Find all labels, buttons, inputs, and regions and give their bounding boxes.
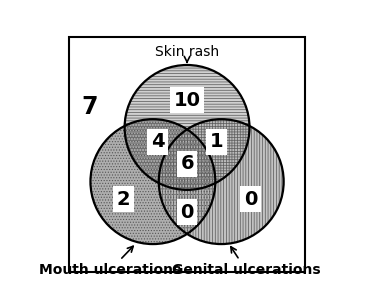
- Text: Skin rash: Skin rash: [155, 45, 219, 62]
- Text: 1: 1: [210, 132, 223, 151]
- Text: 2: 2: [117, 190, 130, 209]
- Circle shape: [159, 119, 284, 244]
- Circle shape: [91, 119, 215, 244]
- Text: Genital ulcerations: Genital ulcerations: [172, 247, 320, 277]
- Circle shape: [124, 65, 250, 190]
- Text: 0: 0: [244, 190, 257, 209]
- Text: Mouth ulcerations: Mouth ulcerations: [39, 246, 182, 277]
- Text: 6: 6: [180, 155, 194, 174]
- Text: 0: 0: [180, 203, 194, 222]
- Text: 7: 7: [81, 95, 97, 119]
- Text: 4: 4: [151, 132, 164, 151]
- Text: 10: 10: [174, 91, 200, 110]
